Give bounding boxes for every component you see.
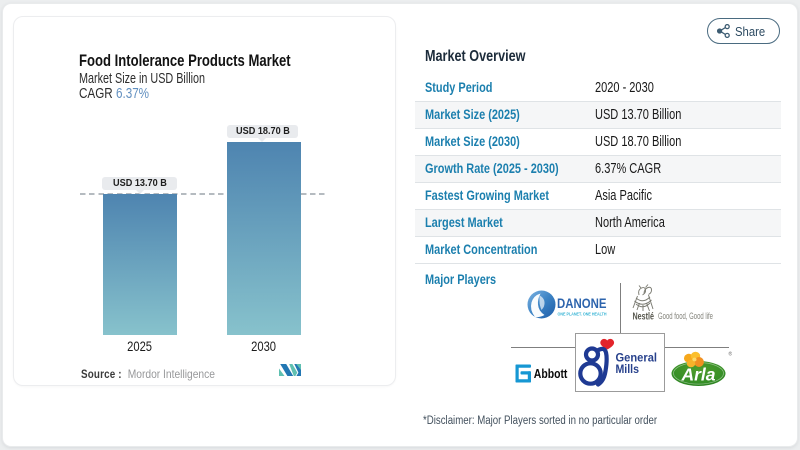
svg-text:Abbott: Abbott [534, 367, 568, 381]
svg-text:Arla: Arla [680, 365, 715, 385]
svg-text:Nestlé: Nestlé [633, 312, 655, 323]
svg-text:General: General [616, 353, 658, 365]
svg-text:ONE PLANET. ONE HEALTH: ONE PLANET. ONE HEALTH [558, 312, 608, 317]
svg-text:Mills: Mills [616, 364, 640, 376]
svg-text:®: ® [729, 351, 733, 358]
svg-text:DANONE: DANONE [557, 295, 607, 311]
svg-text:Good food, Good life: Good food, Good life [658, 311, 713, 321]
